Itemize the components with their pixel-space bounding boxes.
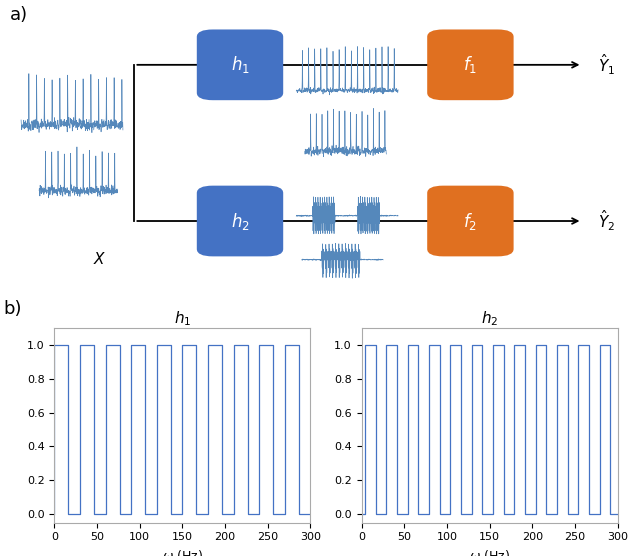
Text: $\hat{Y}_2$: $\hat{Y}_2$ [598,208,616,234]
X-axis label: $\omega$ (Hz): $\omega$ (Hz) [469,548,510,556]
X-axis label: $\omega$ (Hz): $\omega$ (Hz) [162,548,203,556]
Text: $h_2$: $h_2$ [230,211,250,231]
FancyBboxPatch shape [197,186,283,256]
Text: $X$: $X$ [93,251,106,267]
Text: a): a) [10,6,28,24]
FancyBboxPatch shape [428,29,514,100]
FancyBboxPatch shape [197,29,283,100]
Title: $h_2$: $h_2$ [481,309,499,328]
Text: $h_1$: $h_1$ [230,54,250,75]
Title: $h_1$: $h_1$ [173,309,191,328]
Text: $f_1$: $f_1$ [463,54,477,75]
FancyBboxPatch shape [428,186,514,256]
Text: $f_2$: $f_2$ [463,211,477,231]
Text: b): b) [4,300,22,318]
Text: $\hat{Y}_1$: $\hat{Y}_1$ [598,52,616,77]
